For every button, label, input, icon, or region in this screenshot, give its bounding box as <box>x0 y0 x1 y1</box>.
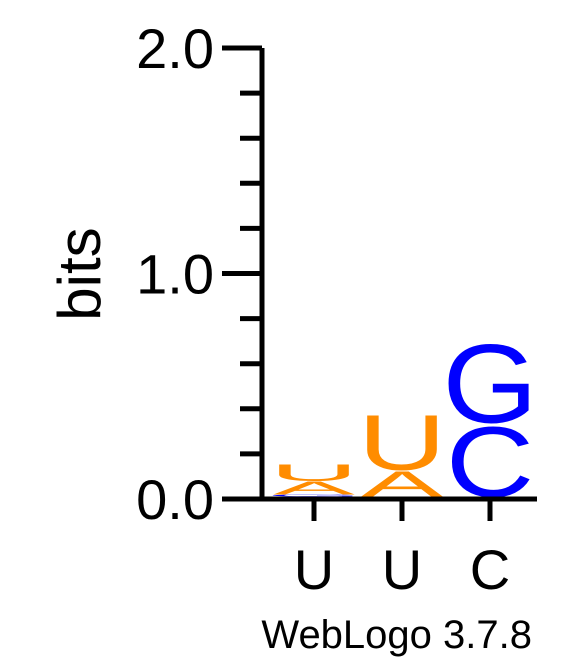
stack-letter-g: G <box>442 320 537 446</box>
stack-letter-u: U <box>270 459 359 486</box>
y-tick-label: 2.0 <box>136 17 214 80</box>
letter-stacks: CGAUGAUACG <box>266 320 537 518</box>
stack-letter-u: U <box>358 398 447 486</box>
x-tick-label: U <box>294 538 334 601</box>
x-tick-label: U <box>382 538 422 601</box>
stack-letter-a: A <box>273 478 356 498</box>
y-axis: 0.0 1.0 2.0 <box>136 17 265 531</box>
x-tick-label: C <box>470 538 510 601</box>
y-tick-label: 1.0 <box>136 243 214 306</box>
y-tick-label: 0.0 <box>136 468 214 531</box>
y-axis-title: bits <box>46 227 113 320</box>
footer-label: WebLogo 3.7.8 <box>261 613 532 657</box>
stack-letter-g: G <box>266 494 361 497</box>
